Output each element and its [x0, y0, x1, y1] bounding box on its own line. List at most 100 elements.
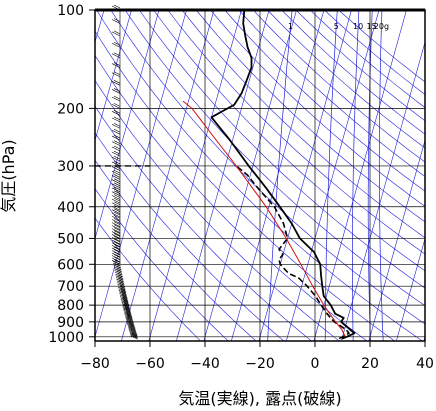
dewpoint-profile-line: [235, 165, 350, 340]
wind-barb: [111, 211, 121, 218]
dry-adiabat-line: [267, 10, 425, 149]
wind-barb: [111, 256, 121, 263]
wind-barb: [111, 218, 121, 224]
wind-barb: [120, 296, 128, 302]
wind-barb: [111, 201, 121, 208]
wind-barb: [117, 282, 125, 288]
wind-barb: [111, 62, 121, 68]
wind-barb: [111, 116, 121, 123]
wind-barb: [119, 292, 127, 297]
mixing-ratio-label: 10: [353, 22, 363, 31]
wind-barb: [118, 285, 126, 291]
wind-barb: [111, 221, 121, 227]
dry-adiabat-line: [153, 10, 425, 272]
mixing-ratio-line: [324, 10, 338, 341]
wind-barb: [111, 122, 121, 129]
wind-barb: [123, 309, 131, 314]
x-axis-title: 気温(実線), 露点(破線): [178, 389, 341, 408]
x-tick-label: 0: [311, 356, 320, 372]
wind-barb: [111, 145, 121, 152]
dry-adiabat-line: [238, 10, 425, 177]
dry-adiabat-line: [252, 10, 425, 163]
wind-barb: [111, 103, 121, 109]
parcel-path-line: [182, 100, 346, 338]
dry-adiabat-line: [95, 217, 201, 341]
wind-barb: [111, 186, 121, 193]
dry-adiabat-line: [95, 159, 257, 341]
dry-adiabat-line: [181, 10, 425, 239]
dry-adiabat-line: [95, 54, 368, 341]
y-tick-label: 700: [57, 279, 84, 295]
dry-adiabat-line: [224, 10, 425, 192]
wind-barb: [118, 289, 126, 294]
wind-barb: [111, 174, 121, 180]
wind-barb: [111, 110, 121, 116]
y-tick-label: 800: [57, 298, 84, 314]
wind-barb: [111, 224, 121, 230]
dry-adiabat-line: [110, 10, 425, 325]
wind-barb: [111, 52, 121, 59]
chart-series: [182, 10, 356, 340]
wind-barbs: [111, 4, 138, 340]
dry-adiabat-line: [95, 79, 340, 341]
wind-barb: [123, 307, 131, 313]
dry-adiabat-line: [96, 10, 423, 341]
y-tick-label: 200: [57, 101, 84, 117]
wind-barb: [111, 182, 121, 189]
wind-barb: [111, 241, 121, 247]
x-tick-label: 20: [361, 356, 379, 372]
y-tick-label: 400: [57, 200, 84, 216]
dry-adiabat-line: [139, 10, 425, 289]
wind-barb: [130, 334, 138, 340]
wind-barb: [111, 235, 121, 242]
wind-barb: [111, 71, 121, 77]
wind-barb: [111, 254, 121, 260]
wind-barb: [123, 310, 132, 316]
wind-barb: [111, 95, 121, 102]
wind-barb: [111, 155, 121, 162]
wind-barb: [111, 238, 121, 245]
y-tick-label: 600: [57, 257, 84, 273]
mixing-ratio-line: [352, 10, 360, 341]
wind-barb: [120, 297, 129, 303]
wind-barb: [111, 197, 121, 204]
wind-barb: [111, 30, 121, 37]
wind-barb: [111, 244, 121, 250]
wind-barb: [119, 290, 127, 296]
wind-barb: [118, 287, 126, 293]
wind-barb: [121, 300, 129, 306]
mixing-ratio-label: 20g: [374, 22, 389, 31]
wind-barb: [111, 140, 121, 146]
mixing-ratio-line: [378, 10, 384, 341]
wind-barb: [117, 284, 125, 289]
mixing-ratio-label: 5: [334, 22, 339, 31]
wind-barb: [111, 150, 121, 157]
dry-adiabat-line: [95, 188, 229, 341]
x-tick-label: 40: [416, 356, 434, 372]
wind-barb: [111, 204, 121, 211]
wind-barb: [111, 88, 121, 94]
wind-barb: [116, 279, 124, 285]
wind-barb: [122, 306, 131, 311]
dry-adiabat-line: [95, 132, 284, 341]
wind-barb: [115, 276, 124, 281]
wind-barb: [121, 299, 129, 304]
chart-axes: −80 −60 −40 −20 0 20 40 100 200 300 400 500 600 700 80…: [48, 3, 434, 372]
wind-barb: [111, 134, 121, 141]
mixing-ratio-label: 15: [367, 22, 377, 31]
dry-adiabat-line: [210, 10, 425, 207]
wind-barb: [111, 227, 121, 233]
temperature-profile-line: [210, 10, 356, 340]
dry-adiabat-line: [167, 10, 425, 255]
wind-barb: [111, 190, 121, 196]
wind-barb: [111, 233, 121, 239]
wind-barb: [111, 246, 121, 253]
wind-barb: [111, 169, 121, 176]
wind-barb: [111, 230, 121, 236]
x-tick-label: −40: [190, 356, 220, 372]
wind-barb: [111, 18, 121, 24]
y-tick-label: 900: [57, 315, 84, 331]
